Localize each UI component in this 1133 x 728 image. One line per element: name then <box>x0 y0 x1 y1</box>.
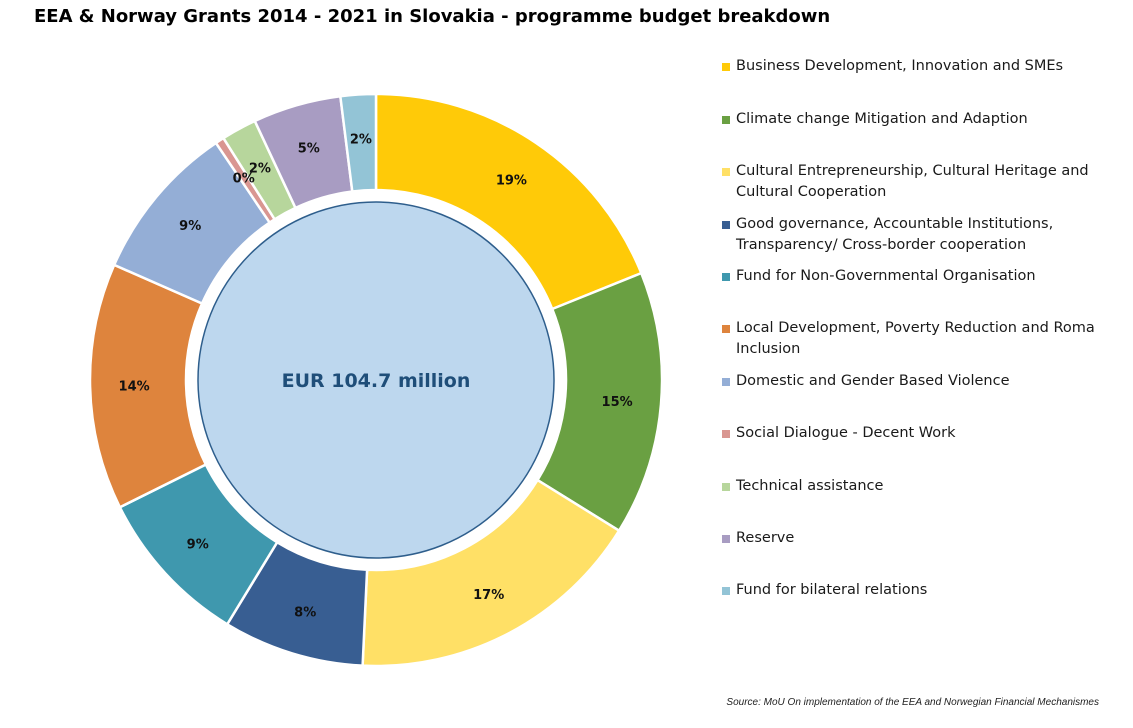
legend-label: Fund for Non-Governmental Organisation <box>736 268 1036 284</box>
slice-label: 14% <box>119 380 150 395</box>
slice-label: 19% <box>496 173 527 188</box>
slice-label: 0% <box>233 171 255 186</box>
legend-swatch <box>722 221 730 229</box>
legend-swatch <box>722 430 730 438</box>
donut-slice <box>374 92 643 311</box>
legend-item: Business Development, Innovation and SME… <box>722 56 1117 77</box>
legend-item: Climate change Mitigation and Adaption <box>722 109 1117 130</box>
slice-label: 2% <box>249 162 271 177</box>
legend-item: Reserve <box>722 528 1117 549</box>
legend-swatch <box>722 63 730 71</box>
legend-label: Good governance, Accountable Institution… <box>736 216 1054 253</box>
legend-swatch <box>722 168 730 176</box>
legend-item: Local Development, Poverty Reduction and… <box>722 318 1117 360</box>
slice-label: 8% <box>294 605 316 620</box>
legend-label: Domestic and Gender Based Violence <box>736 373 1010 389</box>
legend-label: Cultural Entrepreneurship, Cultural Heri… <box>736 163 1089 200</box>
slice-label: 2% <box>350 133 372 148</box>
legend-swatch <box>722 535 730 543</box>
legend-swatch <box>722 378 730 386</box>
slice-label: 9% <box>187 538 209 553</box>
center-label: EUR 104.7 million <box>282 370 471 392</box>
donut-slice <box>338 92 378 193</box>
source-note: Source: MoU On implementation of the EEA… <box>726 697 1099 708</box>
center-disc <box>197 201 555 559</box>
legend-swatch <box>722 325 730 333</box>
legend-label: Social Dialogue - Decent Work <box>736 425 956 441</box>
slice-label: 5% <box>298 142 320 157</box>
chart-title: EEA & Norway Grants 2014 - 2021 in Slova… <box>34 6 831 27</box>
legend-label: Reserve <box>736 530 795 546</box>
legend-label: Local Development, Poverty Reduction and… <box>736 320 1095 357</box>
legend-swatch <box>722 587 730 595</box>
legend-item: Good governance, Accountable Institution… <box>722 214 1117 256</box>
legend-item: Fund for Non-Governmental Organisation <box>722 266 1117 287</box>
legend-swatch <box>722 116 730 124</box>
legend-label: Fund for bilateral relations <box>736 582 928 598</box>
legend-item: Domestic and Gender Based Violence <box>722 371 1117 392</box>
slice-label: 15% <box>602 395 633 410</box>
legend-label: Climate change Mitigation and Adaption <box>736 111 1028 127</box>
legend-item: Fund for bilateral relations <box>722 580 1117 601</box>
slice-label: 17% <box>473 588 504 603</box>
donut-ring <box>88 92 664 668</box>
legend-label: Technical assistance <box>736 478 884 494</box>
slice-label: 9% <box>179 219 201 234</box>
legend-label: Business Development, Innovation and SME… <box>736 58 1064 74</box>
legend-swatch <box>722 483 730 491</box>
legend-item: Technical assistance <box>722 476 1117 497</box>
slice-labels: 19%15%17%8%9%14%9%0%2%5%2% <box>119 133 633 621</box>
legend-item: Social Dialogue - Decent Work <box>722 423 1117 444</box>
legend-swatch <box>722 273 730 281</box>
legend-item: Cultural Entrepreneurship, Cultural Heri… <box>722 161 1117 203</box>
